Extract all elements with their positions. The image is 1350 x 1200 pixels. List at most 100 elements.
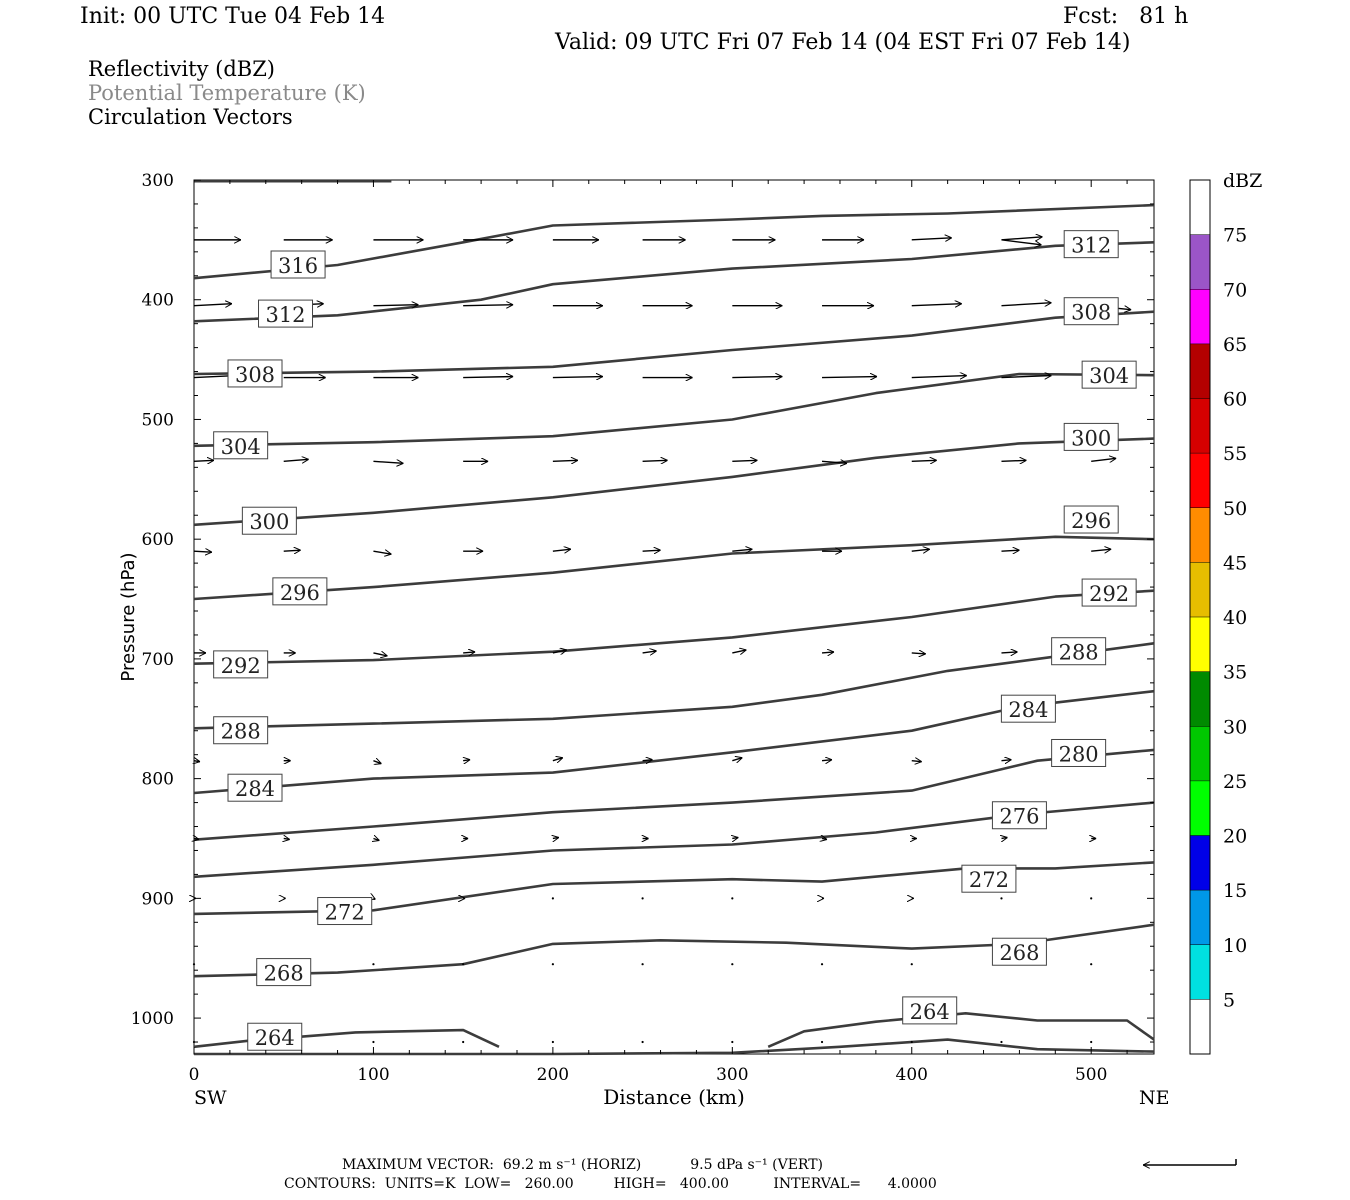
wind-vector	[822, 377, 877, 378]
colorbar-segment	[1190, 343, 1210, 399]
wind-vector	[911, 460, 937, 461]
contour-label: 308	[227, 359, 283, 388]
contour-label: 312	[1063, 230, 1119, 259]
contour-268	[193, 923, 1155, 978]
wind-vector	[1001, 550, 1019, 551]
contour-label-text: 284	[1008, 698, 1048, 722]
y-tick-label: 900	[142, 889, 174, 909]
contour-label: 292	[1081, 578, 1137, 607]
contour-label: 268	[991, 937, 1047, 966]
contour-label-text: 308	[1071, 301, 1111, 325]
wind-vector	[642, 760, 653, 761]
wind-vector	[551, 1040, 554, 1044]
wind-vector	[193, 551, 212, 552]
wind-vector	[820, 963, 824, 966]
colorbar-label: 10	[1223, 935, 1247, 957]
wind-vector	[551, 897, 554, 900]
contour-label: 312	[258, 299, 314, 328]
wind-vector	[732, 837, 738, 838]
colorbar-segment	[1190, 180, 1210, 235]
forecast-hour: Fcst: 81 h	[1063, 4, 1189, 29]
colorbar-segment	[1190, 780, 1210, 836]
contour-label: 296	[1063, 505, 1119, 534]
wind-vector	[373, 838, 379, 840]
y-tick-label: 800	[142, 770, 174, 790]
colorbar-unit: dBZ	[1223, 170, 1262, 192]
contour-label-text: 296	[1071, 509, 1111, 533]
colorbar-label: 55	[1223, 443, 1247, 465]
colorbar: 5 10 15 20 25 30 35 40 45 50 55 60 65 70 75	[1189, 179, 1247, 1055]
colorbar-label: 5	[1223, 989, 1235, 1011]
contours-note: CONTOURS: UNITS=K LOW= 260.00 HIGH= 400.…	[284, 1176, 937, 1192]
wind-vector	[1001, 239, 1041, 245]
colorbar-segment	[1190, 617, 1210, 672]
wind-vector	[283, 459, 309, 461]
wind-vector	[910, 963, 913, 966]
contour-312	[193, 241, 1155, 323]
wind-vector	[1090, 1040, 1093, 1044]
contour-316	[193, 203, 1155, 280]
colorbar-segment	[1190, 944, 1210, 1000]
wind-vector	[552, 549, 571, 551]
x-tick-label: 300	[716, 1065, 748, 1085]
contour-264	[193, 1028, 500, 1049]
colorbar-label: 35	[1223, 662, 1247, 684]
contour-label-text: 316	[278, 254, 318, 278]
x-tick-label: 0	[189, 1065, 200, 1085]
contour-label-text: 284	[235, 777, 275, 801]
colorbar-label: 75	[1223, 225, 1247, 247]
colorbar-segment	[1190, 671, 1210, 727]
x-tick-label: 400	[896, 1065, 928, 1085]
contour-label-text: 292	[221, 654, 261, 678]
contour-label: 264	[247, 1022, 303, 1051]
wind-vector	[373, 461, 403, 463]
wind-vector	[194, 761, 200, 762]
contour-label: 268	[256, 958, 312, 987]
colorbar-segment	[1190, 890, 1210, 945]
colorbar-segment	[1190, 562, 1210, 617]
colorbar-segment	[1190, 999, 1210, 1054]
contour-label-text: 272	[969, 868, 1009, 892]
wind-vector	[641, 1040, 644, 1044]
wind-vector	[1091, 549, 1111, 551]
wind-vector	[463, 760, 470, 761]
wind-vector	[1001, 237, 1042, 240]
wind-vector	[821, 461, 847, 463]
wind-vector	[372, 1040, 375, 1044]
wind-vector	[373, 761, 381, 764]
colorbar-segment	[1190, 453, 1210, 508]
wind-vector	[373, 653, 387, 656]
wind-vector	[911, 653, 926, 654]
wind-vector	[283, 550, 301, 551]
wind-vector	[553, 837, 559, 838]
wind-vector	[193, 460, 214, 461]
contour-label-text: 312	[265, 303, 305, 327]
wind-vector	[462, 1040, 465, 1044]
wind-vector	[192, 963, 196, 966]
contour-288	[193, 642, 1155, 730]
contour-308	[193, 310, 1155, 376]
wind-vector	[732, 758, 742, 761]
wind-vector	[552, 377, 603, 378]
wind-vector	[463, 652, 475, 653]
axes-layer: 0 100 200 300 400 500 300 400 500 600 700 800 900 100…	[131, 171, 1154, 1085]
wind-vector	[284, 838, 290, 839]
wind-vector	[731, 1040, 734, 1044]
wind-vector	[552, 758, 563, 761]
contour-label-layer: 316 312 308 304 300 296 292 288 284 272 268 264 312 3…	[213, 230, 1137, 1051]
colorbar-segment	[1190, 398, 1210, 454]
contour-label-text: 300	[249, 510, 289, 534]
contour-label-text: 276	[999, 805, 1039, 829]
contour-label: 284	[227, 773, 283, 802]
contour-label-text: 264	[910, 1000, 950, 1024]
colorbar-label: 60	[1223, 389, 1247, 411]
contour-label-text: 288	[221, 720, 261, 744]
contour-label: 292	[213, 650, 269, 679]
contour-label-text: 268	[264, 962, 304, 986]
wind-vector	[731, 963, 734, 966]
wind-vector	[552, 460, 578, 461]
contour-label: 284	[1000, 694, 1056, 723]
contour-label-text: 304	[221, 435, 261, 459]
wind-vector	[1090, 963, 1093, 966]
